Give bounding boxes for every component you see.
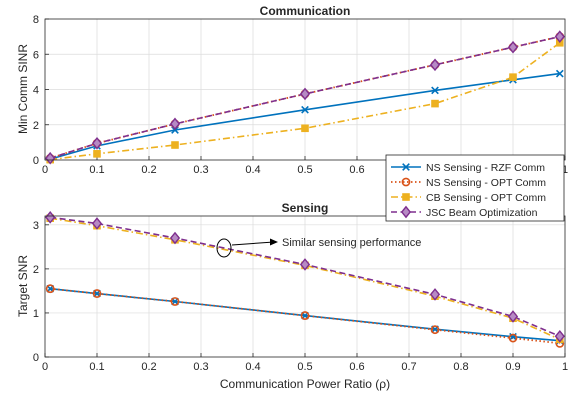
legend-label-2: CB Sensing - OPT Comm (426, 192, 546, 204)
sensing-series-1-point (508, 333, 518, 343)
sensing-series-3-point (554, 329, 565, 343)
legend-marker-3 (400, 205, 412, 219)
comm-series-2-point (301, 124, 309, 133)
sensing-xtick-label: 0.8 (453, 361, 468, 373)
sensing-ylabel: Target SNR (16, 255, 30, 317)
comm-series-3-point (507, 40, 519, 54)
sensing-series-3-point (45, 211, 56, 224)
legend-items: NS Sensing - RZF Comm NS Sensing - OPT Co… (391, 162, 546, 219)
comm-series-0-point (431, 86, 439, 95)
sensing-series-1-point (300, 311, 310, 320)
sensing-xtick-label: 0.9 (505, 361, 520, 373)
comm-xtick-label: 0.6 (349, 164, 364, 176)
comm-series-0-point (301, 105, 309, 114)
comm-series-3-point (299, 87, 311, 101)
comm-xtick-label: 0.3 (193, 164, 208, 176)
comm-xtick-label: 0.5 (297, 164, 312, 176)
sensing-series-1-point (430, 325, 440, 335)
sensing-xtick-label: 0.2 (141, 361, 156, 373)
comm-xtick-label: 0.4 (245, 164, 260, 176)
sensing-xtick-label: 0.6 (349, 361, 364, 373)
comm-title: Communication (260, 4, 351, 18)
sensing-xtick-label: 0.1 (89, 361, 104, 373)
legend: NS Sensing - RZF Comm NS Sensing - OPT Co… (385, 154, 565, 222)
comm-xtick-label: 0.2 (141, 164, 156, 176)
sensing-series (45, 211, 565, 348)
comm-series (45, 30, 565, 165)
sensing-xtick-label: 0.7 (401, 361, 416, 373)
legend-marker-1 (401, 177, 411, 187)
sensing-series-3-point (429, 288, 441, 301)
comm-series-3-point (554, 30, 565, 43)
sensing-xlabel: Communication Power Ratio (ρ) (220, 377, 390, 391)
comm-series-2-point (171, 141, 179, 149)
legend-label-0: NS Sensing - RZF Comm (426, 162, 545, 174)
annotation-ellipse (216, 238, 232, 258)
sensing-series-3-point (91, 217, 103, 230)
comm-series-3-point (169, 117, 181, 131)
legend-marker-2 (402, 193, 410, 201)
sensing-series-3-point (299, 258, 311, 271)
comm-ylabel: Min Comm SINR (16, 44, 30, 134)
sensing-ytick-label: 2 (33, 264, 39, 276)
sensing-xtick-label: 0.3 (193, 361, 208, 373)
legend-marker-0 (402, 163, 410, 171)
sensing-ticks: 0 0.1 0.2 0.3 0.4 0.5 0.6 0.7 0.8 0.9 1 0 1 2 3 (33, 220, 568, 373)
sensing-series-1-point (170, 297, 180, 306)
sensing-xtick-label: 1 (562, 361, 568, 373)
sensing-xtick-label: 0.4 (245, 361, 260, 373)
comm-xtick-label: 1 (562, 164, 568, 176)
sensing-ytick-label: 0 (33, 352, 39, 364)
comm-series-2-point (93, 150, 101, 158)
annotation-arrow (231, 241, 275, 246)
sensing-ytick-label: 1 (33, 308, 39, 320)
sensing-panel: 0 0.1 0.2 0.3 0.4 0.5 0.6 0.7 0.8 0.9 1 0 1 2 3 Sensin… (16, 201, 568, 391)
comm-series-2-point (509, 73, 517, 81)
sensing-series-1-point (45, 284, 55, 294)
legend-label-1: NS Sensing - OPT Comm (426, 177, 546, 189)
annotation-text: Similar sensing performance (282, 237, 421, 249)
sensing-series-1-point (92, 289, 102, 298)
comm-ytick-label: 0 (33, 155, 39, 167)
comm-ytick-label: 6 (33, 49, 39, 61)
comm-ytick-label: 2 (33, 120, 39, 132)
comm-series-3-point (91, 136, 103, 150)
legend-box (385, 154, 565, 222)
sensing-axes-box (44, 215, 566, 358)
comm-series-3-point (429, 58, 441, 72)
comm-panel: 00.10.20.30.40.50.60.70.80.9102468 Commu… (16, 4, 568, 176)
comm-series-0-point (555, 69, 564, 78)
comm-axes-box (44, 18, 566, 161)
comm-ytick-label: 8 (33, 14, 39, 26)
sensing-xtick-label: 0 (42, 361, 48, 373)
comm-xtick-label: 0 (42, 164, 48, 176)
legend-label-3: JSC Beam Optimization (426, 207, 538, 219)
comm-series-3-point (45, 151, 56, 165)
sensing-title: Sensing (282, 201, 329, 215)
comm-ytick-label: 4 (33, 85, 39, 97)
sensing-series-3-point (169, 231, 181, 245)
annotation-arrowhead (270, 238, 278, 246)
sensing-ytick-label: 3 (33, 220, 39, 232)
comm-series-2-point (431, 99, 439, 108)
comm-xtick-label: 0.1 (89, 164, 104, 176)
sensing-series-3-point (507, 310, 519, 323)
sensing-xtick-label: 0.5 (297, 361, 312, 373)
